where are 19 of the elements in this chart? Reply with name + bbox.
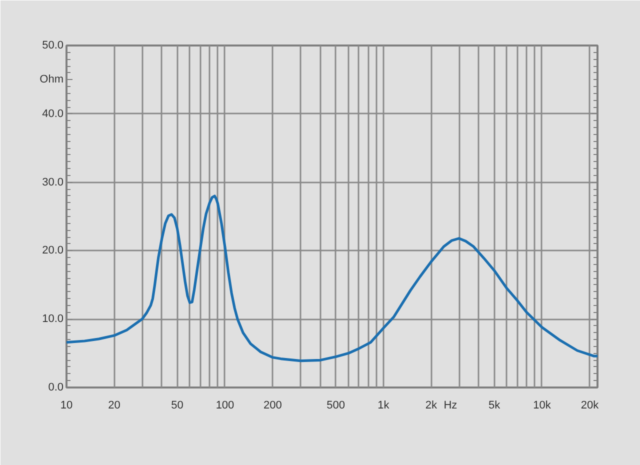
y-tick-label: 40.0: [42, 108, 64, 120]
x-tick-label: 100: [216, 400, 234, 412]
x-tick-label: 50: [171, 400, 184, 412]
y-tick-label: 0.0: [48, 382, 64, 394]
x-tick-label: 10k: [533, 400, 552, 412]
y-tick-label: 10.0: [42, 313, 64, 326]
x-tick-label: 1k: [378, 400, 390, 412]
x-tick-label: 200: [264, 400, 282, 412]
x-tick-label: 2k: [425, 400, 438, 412]
y-tick-label: 30.0: [42, 176, 64, 188]
x-tick-label: 20: [108, 400, 120, 412]
y-axis-title: Ohm: [40, 74, 64, 86]
x-tick-label: 20k: [580, 400, 600, 412]
y-tick-label: 20.0: [42, 244, 64, 257]
x-axis-title: Hz: [444, 400, 458, 412]
x-tick-label: 5k: [488, 400, 501, 412]
x-tick-label: 500: [326, 400, 345, 412]
y-tick-label: 50.0: [42, 40, 64, 52]
x-tick-label: 10: [60, 400, 73, 412]
